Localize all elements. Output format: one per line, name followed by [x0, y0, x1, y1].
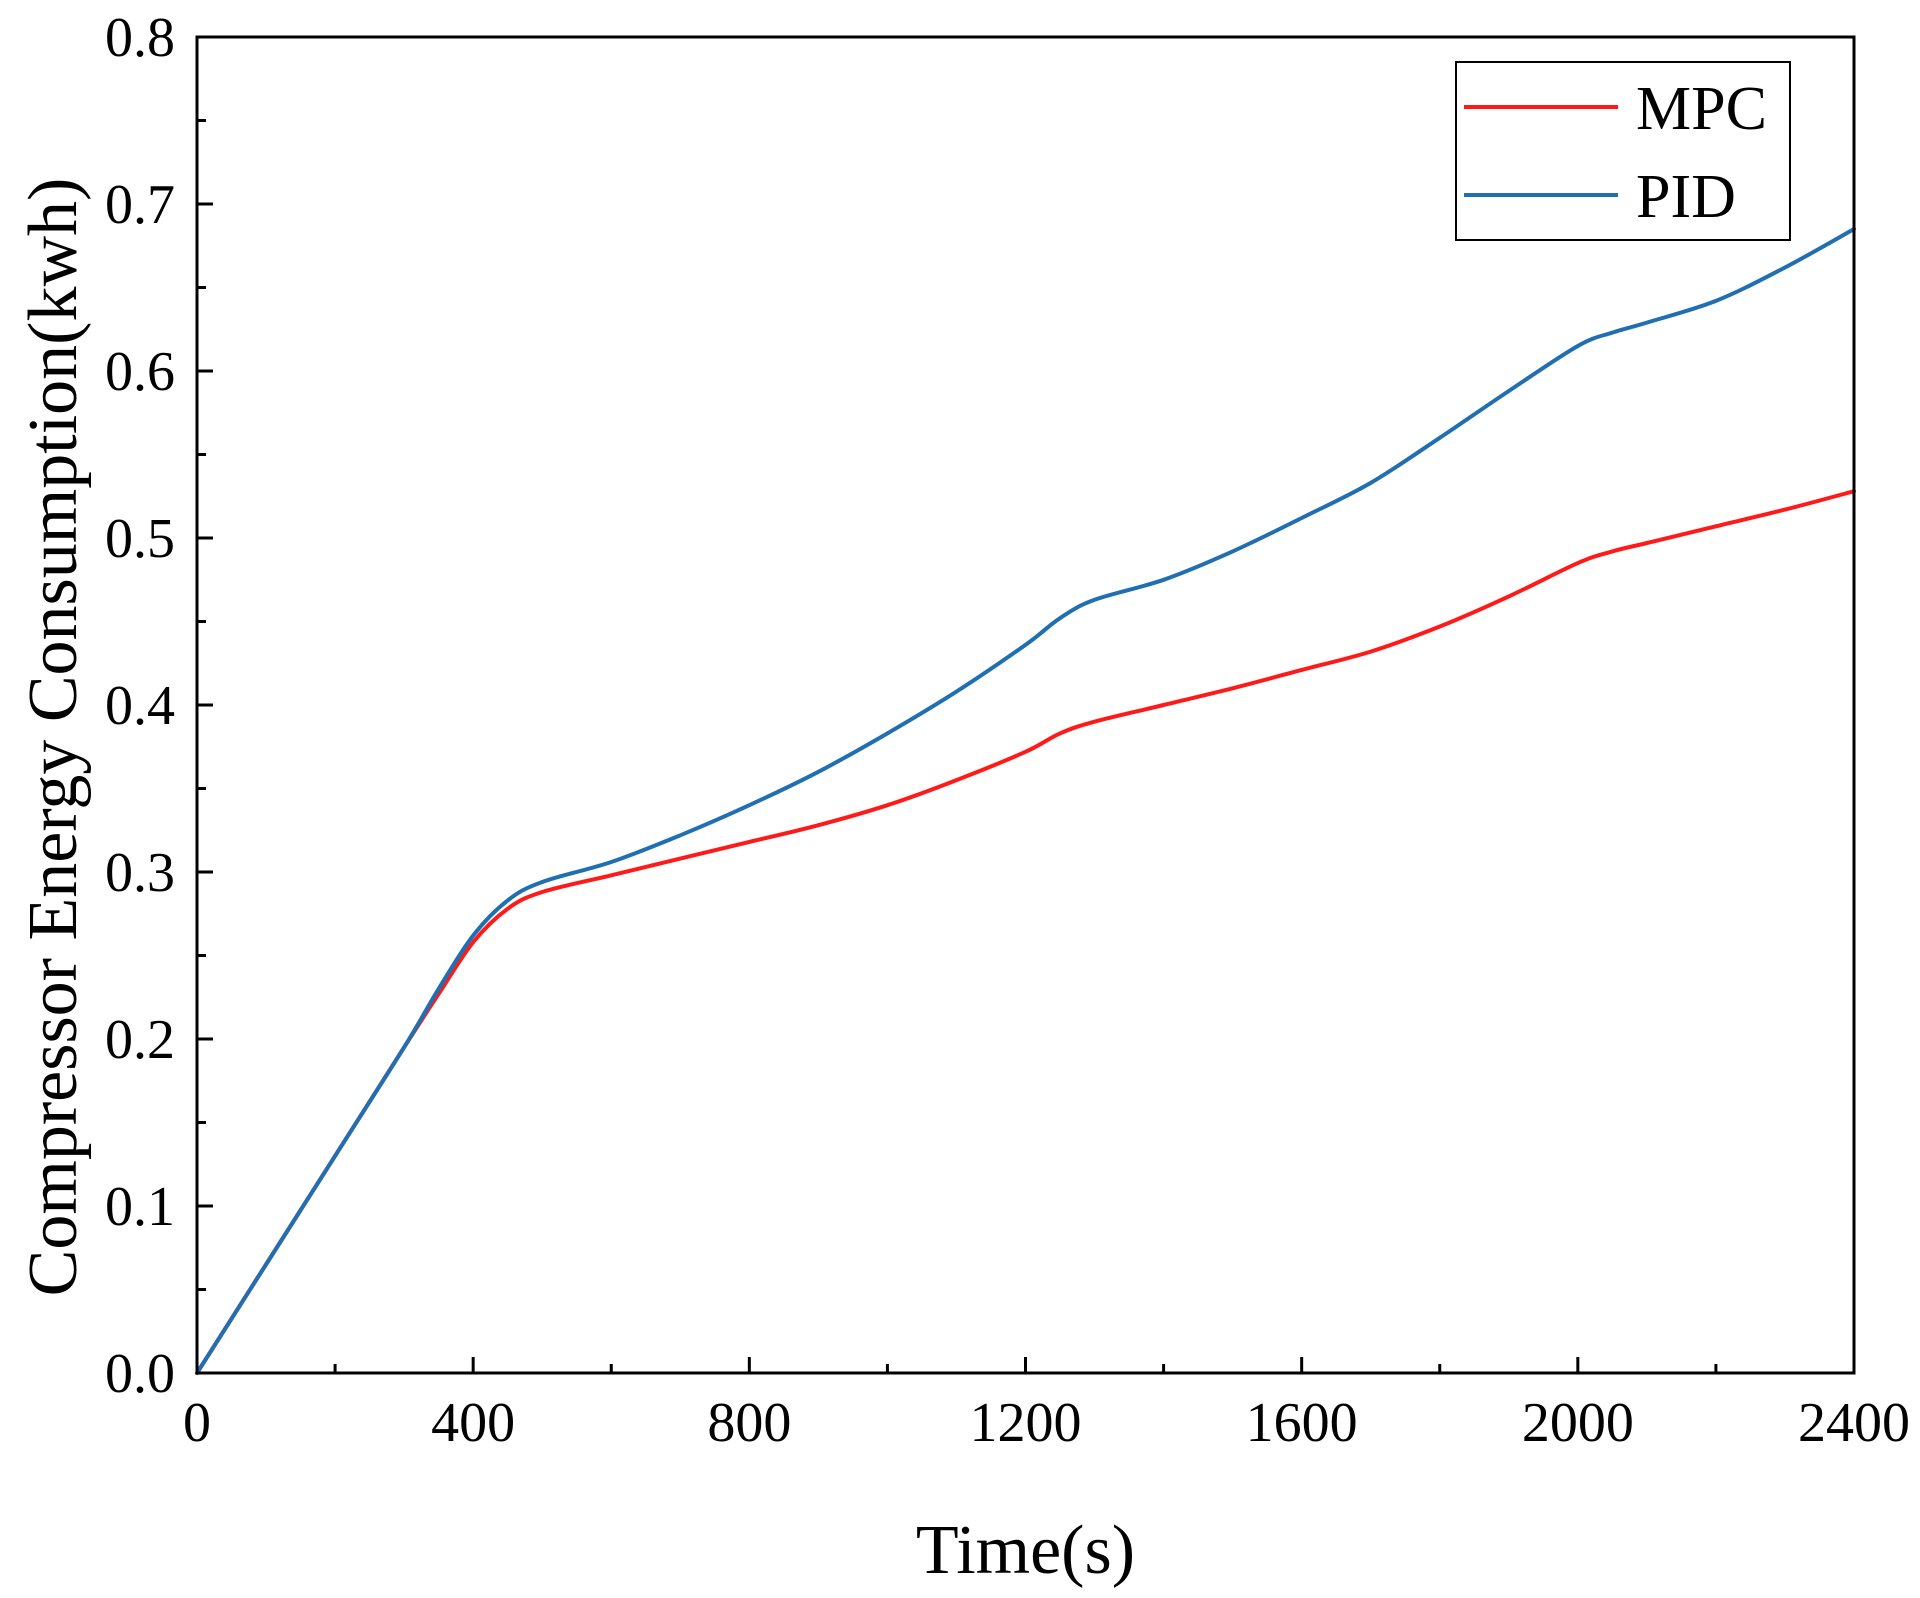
x-tick-label: 0	[183, 1392, 211, 1454]
x-tick-label: 800	[707, 1392, 791, 1454]
y-axis-title: Compressor Energy Consumption(kwh)	[15, 178, 92, 1297]
legend-box	[1455, 61, 1791, 241]
legend: MPC PID	[1455, 61, 1791, 241]
x-tick-label: 2000	[1522, 1392, 1634, 1454]
series-line-mpc	[195, 489, 1856, 1375]
x-tick-label: 2400	[1798, 1392, 1910, 1454]
x-tick-label: 400	[431, 1392, 515, 1454]
plot-frame	[195, 35, 1856, 1375]
axes-layer: 0 400 800 1200 1600 2000 2400 0.0 0.1 0.2 0.3 0.4 0.…	[105, 7, 1910, 1454]
y-tick-label: 0.2	[105, 1009, 175, 1071]
frame-layer	[195, 35, 1856, 1375]
y-tick-label: 0.8	[105, 7, 175, 69]
x-tick-label: 1600	[1246, 1392, 1358, 1454]
series-line-pid	[195, 227, 1856, 1375]
x-axis-title: Time(s)	[916, 1512, 1135, 1589]
y-tick-label: 0.3	[105, 842, 175, 904]
y-tick-label: 0.6	[105, 341, 175, 403]
y-tick-label: 0.5	[105, 508, 175, 570]
y-tick-label: 0.0	[105, 1343, 175, 1405]
series-layer	[195, 227, 1856, 1375]
x-tick-label: 1200	[970, 1392, 1082, 1454]
y-tick-label: 0.7	[105, 174, 175, 236]
y-tick-label: 0.1	[105, 1176, 175, 1238]
y-tick-label: 0.4	[105, 675, 175, 737]
legend-label-pid: PID	[1636, 163, 1736, 231]
legend-label-mpc: MPC	[1636, 75, 1767, 143]
